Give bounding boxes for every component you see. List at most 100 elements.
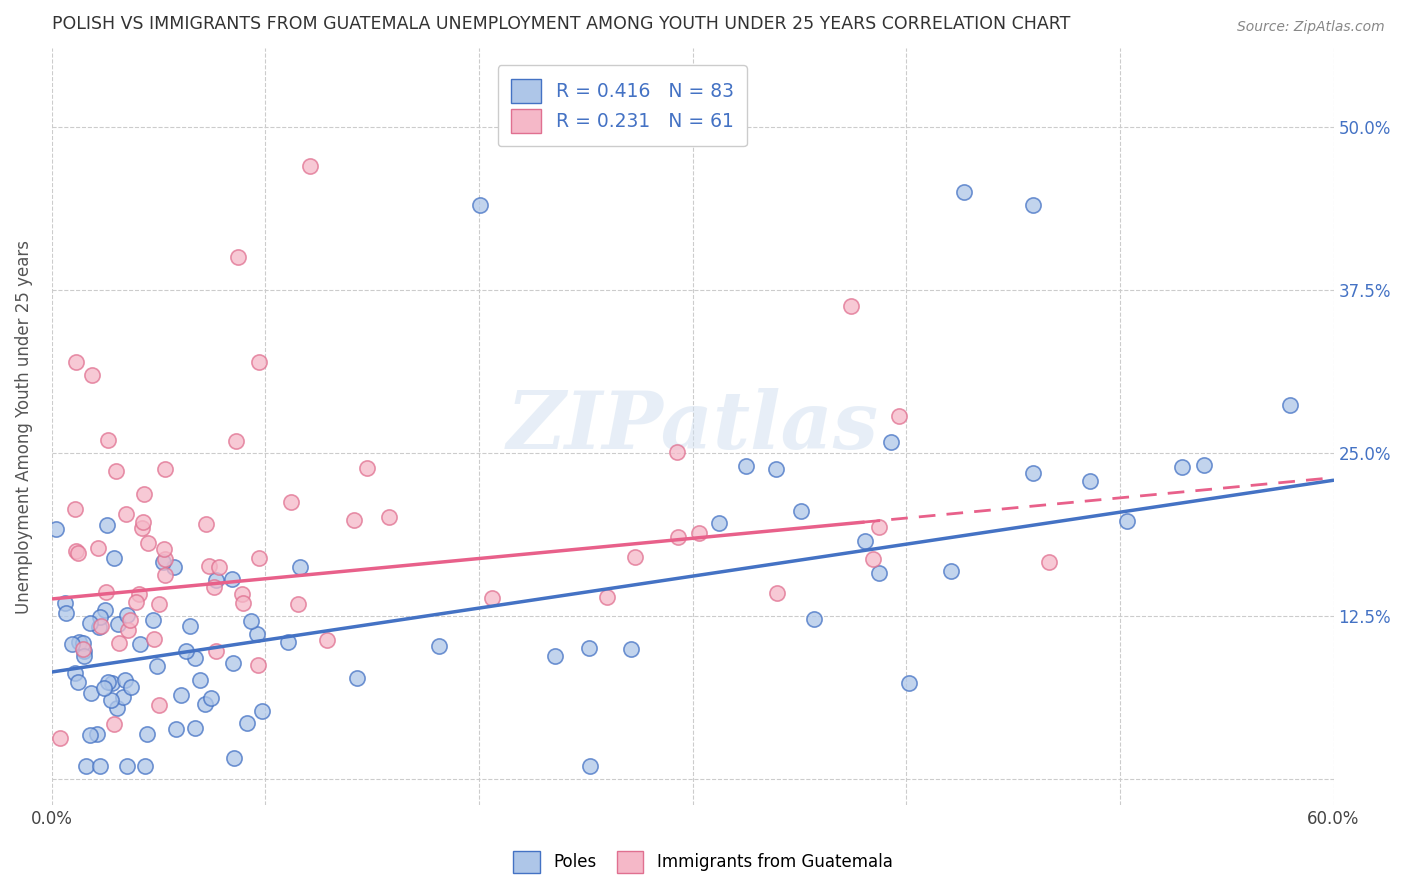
Point <box>73 649 96 664</box>
Point <box>235 716 257 731</box>
Point <box>49 731 72 745</box>
Point <box>939 564 962 578</box>
Point <box>790 504 813 518</box>
Point <box>169 688 191 702</box>
Point <box>132 515 155 529</box>
Point <box>93 681 115 695</box>
Point <box>246 657 269 672</box>
Point <box>222 657 245 671</box>
Point <box>246 626 269 640</box>
Point <box>378 509 401 524</box>
Point <box>63 502 86 516</box>
Point <box>343 513 366 527</box>
Point <box>97 434 120 448</box>
Point <box>117 623 139 637</box>
Point <box>208 559 231 574</box>
Point <box>142 632 165 646</box>
Point <box>193 698 215 712</box>
Point <box>93 603 115 617</box>
Point <box>153 541 176 556</box>
Point <box>120 680 142 694</box>
Point <box>148 698 170 713</box>
Point <box>277 635 299 649</box>
Point <box>129 637 152 651</box>
Point <box>765 462 787 476</box>
Point <box>620 642 643 657</box>
Point <box>107 616 129 631</box>
Legend: Poles, Immigrants from Guatemala: Poles, Immigrants from Guatemala <box>506 845 900 880</box>
Legend: R = 0.416   N = 83, R = 0.231   N = 61: R = 0.416 N = 83, R = 0.231 N = 61 <box>498 65 747 146</box>
Point <box>89 609 111 624</box>
Point <box>1171 460 1194 475</box>
Point <box>1192 458 1215 473</box>
Point <box>65 544 87 558</box>
Point <box>1022 198 1045 212</box>
Point <box>115 507 138 521</box>
Point <box>114 673 136 687</box>
Point <box>148 598 170 612</box>
Point <box>765 586 787 600</box>
Point <box>115 759 138 773</box>
Point <box>112 690 135 704</box>
Point <box>868 566 890 581</box>
Point <box>153 552 176 566</box>
Point <box>298 159 321 173</box>
Point <box>79 616 101 631</box>
Point <box>67 635 90 649</box>
Point <box>65 354 87 368</box>
Point <box>240 615 263 629</box>
Point <box>204 574 226 588</box>
Point <box>66 546 89 560</box>
Point <box>481 591 503 605</box>
Point <box>709 516 731 531</box>
Point <box>101 675 124 690</box>
Point <box>202 581 225 595</box>
Point <box>63 666 86 681</box>
Point <box>579 759 602 773</box>
Point <box>96 518 118 533</box>
Point <box>346 671 368 685</box>
Point <box>97 674 120 689</box>
Point <box>221 572 243 586</box>
Y-axis label: Unemployment Among Youth under 25 years: Unemployment Among Youth under 25 years <box>15 240 32 614</box>
Point <box>1080 474 1102 488</box>
Point <box>688 525 710 540</box>
Point <box>184 650 207 665</box>
Point <box>880 434 903 449</box>
Point <box>232 596 254 610</box>
Point <box>73 643 96 657</box>
Point <box>174 644 197 658</box>
Point <box>142 613 165 627</box>
Point <box>136 726 159 740</box>
Point <box>86 727 108 741</box>
Point <box>184 721 207 735</box>
Point <box>188 673 211 688</box>
Point <box>887 409 910 423</box>
Point <box>839 299 862 313</box>
Point <box>90 619 112 633</box>
Point <box>132 487 155 501</box>
Text: Source: ZipAtlas.com: Source: ZipAtlas.com <box>1237 20 1385 34</box>
Point <box>79 728 101 742</box>
Point <box>953 185 976 199</box>
Point <box>145 658 167 673</box>
Point <box>427 640 450 654</box>
Point <box>179 618 201 632</box>
Point <box>665 445 688 459</box>
Point <box>578 640 600 655</box>
Point <box>155 462 177 476</box>
Point <box>596 590 619 604</box>
Point <box>152 555 174 569</box>
Point <box>66 675 89 690</box>
Point <box>543 649 565 664</box>
Point <box>75 759 97 773</box>
Point <box>200 691 222 706</box>
Point <box>1022 466 1045 480</box>
Point <box>55 596 77 610</box>
Point <box>1279 397 1302 411</box>
Point <box>231 587 253 601</box>
Point <box>131 521 153 535</box>
Point <box>100 693 122 707</box>
Point <box>80 368 103 382</box>
Point <box>226 250 249 264</box>
